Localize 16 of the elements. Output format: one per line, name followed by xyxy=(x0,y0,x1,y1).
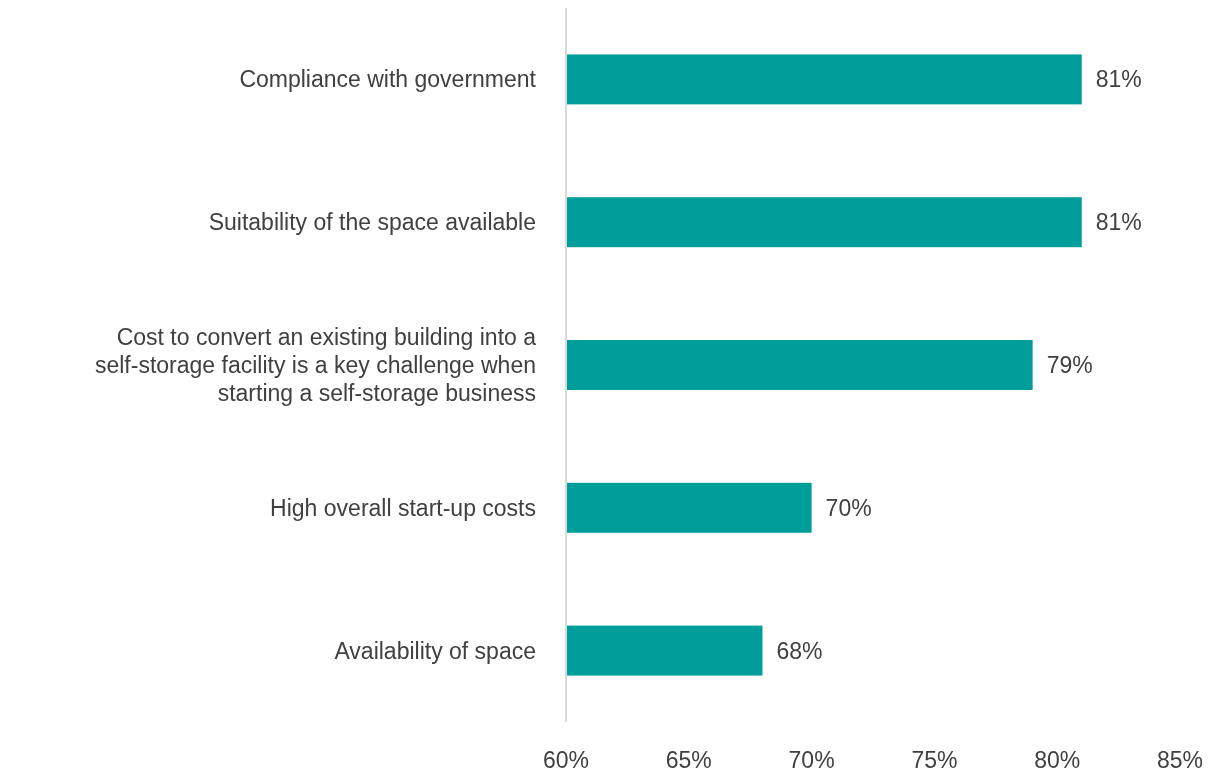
y-tick-label: Compliance with government xyxy=(239,66,537,93)
x-tick-label: 80% xyxy=(1034,747,1081,773)
y-tick-label: Cost to convert an existing building into a self-storage facility is a key challenge when starting a self-storage business xyxy=(94,324,537,406)
data-label: 79% xyxy=(1046,352,1093,378)
data-label: 81% xyxy=(1095,209,1142,236)
x-tick-label: 85% xyxy=(1156,747,1204,773)
x-tick-label: 65% xyxy=(665,747,712,773)
data-label: 68% xyxy=(776,637,823,664)
y-tick-label: Suitability of the space available xyxy=(208,209,536,236)
y-tick-label: High overall start-up costs xyxy=(270,494,536,521)
y-tick-label: Availability of space xyxy=(334,637,536,664)
x-tick-label: 75% xyxy=(911,747,958,773)
x-tick-label: 70% xyxy=(788,747,835,773)
x-tick-label: 60% xyxy=(542,747,590,773)
data-label: 81% xyxy=(1095,66,1142,93)
data-label: 70% xyxy=(825,494,872,521)
